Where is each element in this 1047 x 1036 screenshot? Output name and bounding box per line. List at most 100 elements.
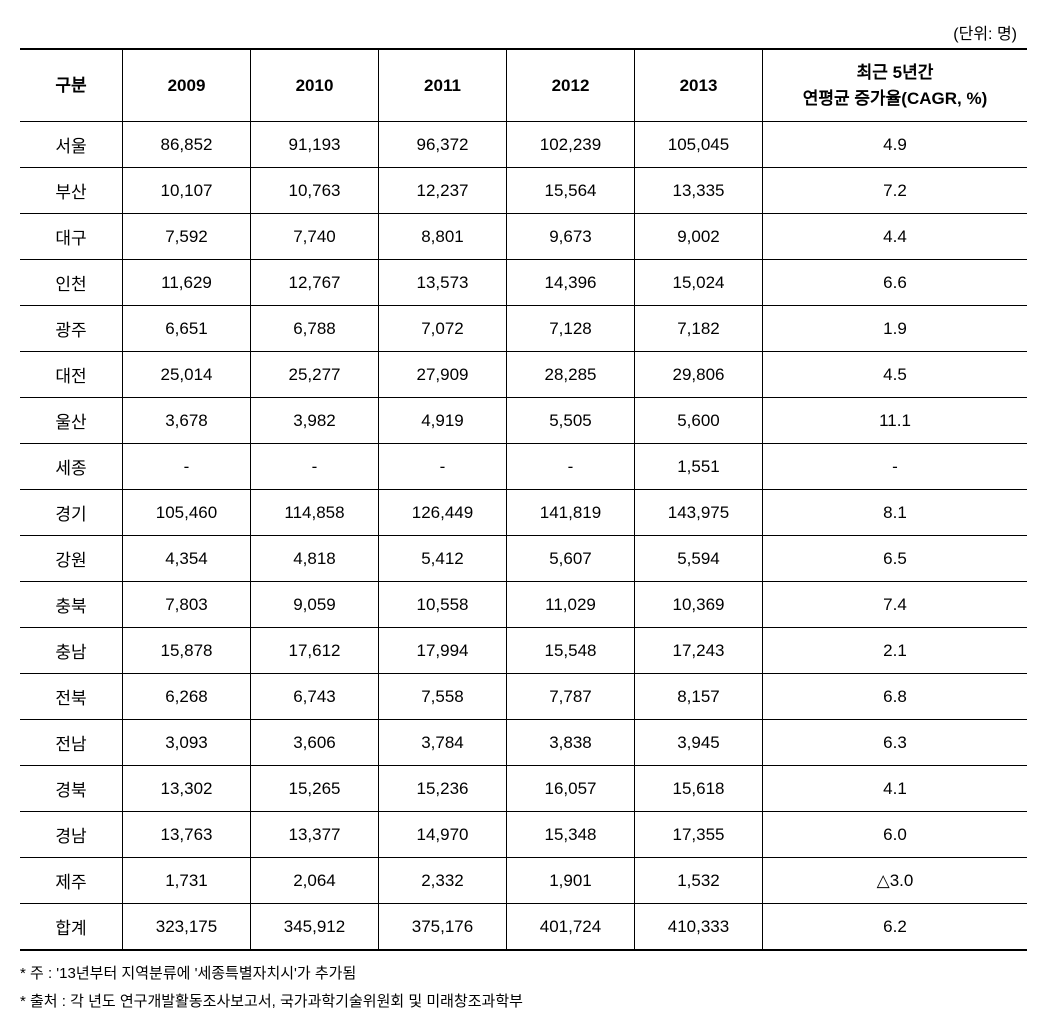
cell-y2009: 6,268 — [123, 674, 251, 720]
cell-region: 강원 — [20, 536, 123, 582]
cell-y2013: 7,182 — [635, 306, 763, 352]
cell-cagr: 11.1 — [763, 398, 1028, 444]
cell-y2010: 2,064 — [251, 858, 379, 904]
cell-y2011: 10,558 — [379, 582, 507, 628]
table-row: 대구7,5927,7408,8019,6739,0024.4 — [20, 214, 1027, 260]
cell-y2010: 10,763 — [251, 168, 379, 214]
cell-cagr: 6.6 — [763, 260, 1028, 306]
cell-y2013: 15,618 — [635, 766, 763, 812]
cell-y2011: 13,573 — [379, 260, 507, 306]
table-row: 경북13,30215,26515,23616,05715,6184.1 — [20, 766, 1027, 812]
cell-cagr: 8.1 — [763, 490, 1028, 536]
cell-y2011: 12,237 — [379, 168, 507, 214]
table-row: 경남13,76313,37714,97015,34817,3556.0 — [20, 812, 1027, 858]
cell-y2012: 7,787 — [507, 674, 635, 720]
table-row: 울산3,6783,9824,9195,5055,60011.1 — [20, 398, 1027, 444]
table-row: 경기105,460114,858126,449141,819143,9758.1 — [20, 490, 1027, 536]
cell-y2013: 1,551 — [635, 444, 763, 490]
cell-y2009: 13,763 — [123, 812, 251, 858]
cell-y2011: 27,909 — [379, 352, 507, 398]
cell-y2013: 9,002 — [635, 214, 763, 260]
cell-y2011: 126,449 — [379, 490, 507, 536]
table-row: 충남15,87817,61217,99415,54817,2432.1 — [20, 628, 1027, 674]
cell-y2013: 5,594 — [635, 536, 763, 582]
cell-y2009: 4,354 — [123, 536, 251, 582]
cell-y2012: 28,285 — [507, 352, 635, 398]
cell-region: 경남 — [20, 812, 123, 858]
cell-region: 광주 — [20, 306, 123, 352]
cell-y2011: 8,801 — [379, 214, 507, 260]
table-row: 제주1,7312,0642,3321,9011,532△3.0 — [20, 858, 1027, 904]
cell-y2010: 114,858 — [251, 490, 379, 536]
cell-y2010: 12,767 — [251, 260, 379, 306]
cell-y2013: 143,975 — [635, 490, 763, 536]
header-row: 구분 2009 2010 2011 2012 2013 최근 5년간연평균 증가… — [20, 49, 1027, 122]
header-cagr-line1: 최근 5년간 — [857, 63, 934, 82]
cell-cagr: △3.0 — [763, 858, 1028, 904]
cell-cagr: 6.2 — [763, 904, 1028, 951]
cell-y2012: 141,819 — [507, 490, 635, 536]
cell-y2011: 14,970 — [379, 812, 507, 858]
table-row: 전남3,0933,6063,7843,8383,9456.3 — [20, 720, 1027, 766]
cell-y2010: 6,788 — [251, 306, 379, 352]
cell-cagr: 4.5 — [763, 352, 1028, 398]
cell-y2010: 4,818 — [251, 536, 379, 582]
cell-y2012: 15,548 — [507, 628, 635, 674]
cell-y2010: 345,912 — [251, 904, 379, 951]
cell-region: 인천 — [20, 260, 123, 306]
cell-y2013: 1,532 — [635, 858, 763, 904]
table-row: 인천11,62912,76713,57314,39615,0246.6 — [20, 260, 1027, 306]
cell-y2013: 15,024 — [635, 260, 763, 306]
cell-y2010: 15,265 — [251, 766, 379, 812]
header-2012: 2012 — [507, 49, 635, 122]
header-2013: 2013 — [635, 49, 763, 122]
cell-region: 울산 — [20, 398, 123, 444]
cell-region: 부산 — [20, 168, 123, 214]
cell-y2012: 401,724 — [507, 904, 635, 951]
cell-y2011: 7,558 — [379, 674, 507, 720]
cell-y2012: 9,673 — [507, 214, 635, 260]
cell-y2012: 16,057 — [507, 766, 635, 812]
cell-y2013: 13,335 — [635, 168, 763, 214]
cell-cagr: 7.4 — [763, 582, 1028, 628]
cell-region: 대구 — [20, 214, 123, 260]
footnote-1: * 주 : '13년부터 지역분류에 '세종특별자치시'가 추가됨 — [20, 961, 1027, 987]
cell-y2009: - — [123, 444, 251, 490]
cell-y2010: 13,377 — [251, 812, 379, 858]
table-row: 광주6,6516,7887,0727,1287,1821.9 — [20, 306, 1027, 352]
cell-region: 대전 — [20, 352, 123, 398]
cell-y2011: 96,372 — [379, 122, 507, 168]
cell-y2009: 6,651 — [123, 306, 251, 352]
cell-cagr: 1.9 — [763, 306, 1028, 352]
cell-y2012: 14,396 — [507, 260, 635, 306]
cell-y2009: 3,678 — [123, 398, 251, 444]
cell-y2012: 7,128 — [507, 306, 635, 352]
cell-y2011: 3,784 — [379, 720, 507, 766]
header-2011: 2011 — [379, 49, 507, 122]
table-row: 대전25,01425,27727,90928,28529,8064.5 — [20, 352, 1027, 398]
cell-y2010: 3,982 — [251, 398, 379, 444]
cell-region: 경기 — [20, 490, 123, 536]
cell-y2011: 2,332 — [379, 858, 507, 904]
cell-y2009: 7,592 — [123, 214, 251, 260]
data-table: 구분 2009 2010 2011 2012 2013 최근 5년간연평균 증가… — [20, 48, 1027, 951]
cell-y2009: 3,093 — [123, 720, 251, 766]
cell-y2009: 13,302 — [123, 766, 251, 812]
header-cagr-line2: 연평균 증가율(CAGR, %) — [803, 89, 988, 108]
cell-y2012: - — [507, 444, 635, 490]
cell-region: 경북 — [20, 766, 123, 812]
cell-y2012: 15,348 — [507, 812, 635, 858]
cell-y2009: 25,014 — [123, 352, 251, 398]
cell-cagr: 7.2 — [763, 168, 1028, 214]
cell-cagr: 4.1 — [763, 766, 1028, 812]
cell-y2011: 375,176 — [379, 904, 507, 951]
cell-region: 전남 — [20, 720, 123, 766]
cell-y2013: 410,333 — [635, 904, 763, 951]
cell-y2011: - — [379, 444, 507, 490]
cell-y2012: 5,505 — [507, 398, 635, 444]
footnotes: * 주 : '13년부터 지역분류에 '세종특별자치시'가 추가됨 * 출처 :… — [20, 961, 1027, 1014]
cell-y2009: 323,175 — [123, 904, 251, 951]
table-row: 합계323,175345,912375,176401,724410,3336.2 — [20, 904, 1027, 951]
cell-y2009: 1,731 — [123, 858, 251, 904]
cell-cagr: 6.8 — [763, 674, 1028, 720]
